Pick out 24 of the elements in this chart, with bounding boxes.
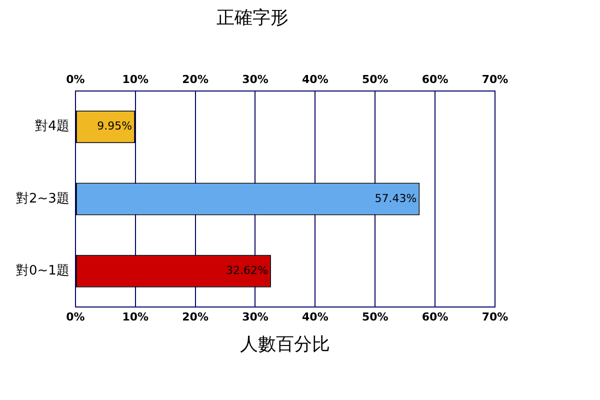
x-axis-title: 人數百分比 — [240, 334, 330, 355]
x2-tick-label: 40% — [302, 73, 328, 86]
data-label: 9.95% — [97, 120, 132, 133]
x2-tick-label: 10% — [122, 73, 149, 86]
x-tick-label: 10% — [122, 310, 149, 324]
x2-tick-label: 0% — [66, 73, 85, 86]
x2-tick-label: 30% — [242, 73, 268, 86]
data-label: 32.62% — [226, 264, 268, 277]
x-tick-label: 30% — [242, 310, 268, 324]
y-tick-label: 對2~3題 — [16, 191, 70, 206]
x-tick-label: 20% — [182, 310, 208, 324]
x-tick-label: 60% — [422, 310, 448, 324]
chart-title: 正確字形 — [216, 7, 288, 28]
x-tick-label: 50% — [362, 310, 388, 324]
y-tick-label: 對0~1題 — [16, 264, 70, 279]
x2-tick-label: 20% — [182, 73, 208, 86]
x-tick-label: 70% — [482, 310, 508, 324]
x2-tick-label: 50% — [362, 73, 388, 86]
data-label: 57.43% — [374, 192, 417, 205]
x2-tick-label: 70% — [482, 73, 508, 86]
x2-tick-label: 60% — [422, 73, 448, 86]
x-tick-label: 0% — [66, 310, 85, 324]
x-tick-label: 40% — [302, 310, 328, 324]
y-tick-label: 對4題 — [35, 119, 70, 134]
